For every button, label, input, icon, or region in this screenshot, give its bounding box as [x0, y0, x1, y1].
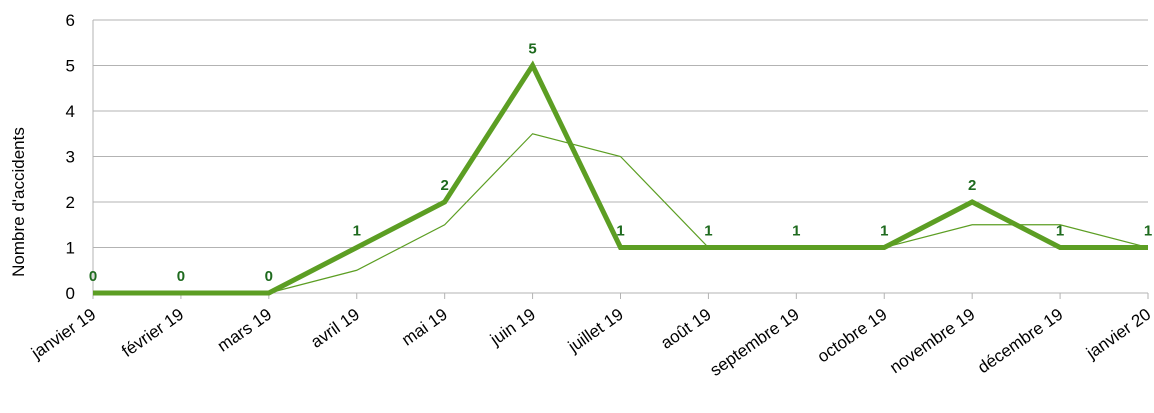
y-tick-label: 2	[66, 193, 75, 212]
x-tick-label: février 19	[118, 305, 187, 361]
x-tick-label: mai 19	[398, 305, 451, 350]
x-tick-label: mars 19	[214, 305, 275, 356]
data-label: 1	[704, 223, 712, 240]
data-label: 0	[89, 268, 97, 285]
series-line-moving-average	[268, 133, 1149, 294]
x-tick-label: avril 19	[307, 305, 363, 352]
data-label: 2	[440, 177, 448, 194]
x-tick-label: janvier 19	[27, 305, 99, 363]
x-tick-label: octobre 19	[814, 305, 891, 367]
data-label: 1	[1056, 223, 1064, 240]
y-axis-title: Nombre d'accidents	[9, 127, 28, 277]
x-tick-label: décembre 19	[974, 305, 1066, 377]
y-tick-label: 5	[66, 57, 75, 76]
gridlines	[93, 19, 1148, 294]
data-label: 0	[177, 268, 185, 285]
x-tick-label: novembre 19	[886, 305, 978, 377]
y-tick-label: 1	[66, 239, 75, 258]
axes	[92, 20, 1149, 299]
y-tick-label: 4	[66, 102, 75, 121]
data-label: 2	[968, 177, 976, 194]
y-tick-labels: 0 1 2 3 4 5 6	[66, 11, 75, 303]
series	[93, 60, 1149, 296]
x-tick-label: septembre 19	[707, 305, 803, 380]
data-labels: 0 0 0 1 2 5 1 1 1 1 2 1 1	[89, 41, 1152, 286]
x-tick-label: janvier 20	[1082, 305, 1154, 363]
y-tick-label: 3	[66, 148, 75, 167]
data-label: 5	[528, 41, 536, 58]
data-label: 1	[792, 223, 800, 240]
x-tick-label: juin 19	[486, 305, 539, 350]
data-label: 1	[353, 223, 361, 240]
y-tick-label: 6	[66, 11, 75, 30]
series-line-main	[93, 60, 1148, 296]
data-label: 1	[880, 223, 888, 240]
x-tick-label: août 19	[657, 305, 714, 353]
y-tick-label: 0	[66, 284, 75, 303]
data-label: 1	[1144, 223, 1152, 240]
data-label: 1	[616, 223, 624, 240]
x-tick-label: juillet 19	[564, 305, 627, 357]
x-tick-labels: janvier 19 février 19 mars 19 avril 19 mai 1…	[27, 305, 1154, 380]
data-label: 0	[265, 268, 273, 285]
